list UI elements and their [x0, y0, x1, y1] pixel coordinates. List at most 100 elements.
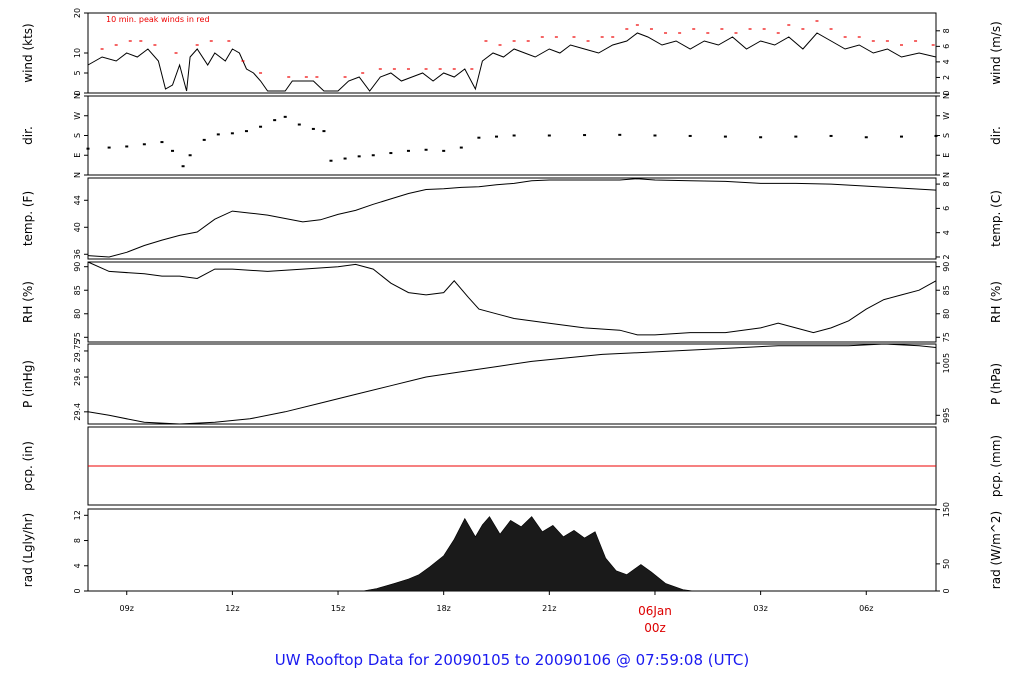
tick-label-left-radiation: 8	[73, 538, 82, 543]
ylabel-left-precip: pcp. (in)	[21, 441, 35, 491]
tick-label-right-temp: 6	[942, 206, 951, 211]
tick-label-right-wind: 8	[942, 28, 951, 33]
series-line-temperature	[87, 178, 937, 258]
tick-label-right-wind: 4	[942, 59, 951, 64]
data-point-direction	[181, 165, 185, 168]
data-point-direction	[899, 135, 903, 138]
ylabel-left-radiation: rad (Lgly/hr)	[21, 513, 35, 587]
data-point-direction	[424, 148, 428, 151]
tick-label-right-rh: 90	[942, 262, 951, 272]
x-tick-label-date: 06Jan	[638, 604, 672, 618]
tick-label-right-rh: 75	[942, 332, 951, 342]
ylabel-right-radiation: rad (W/m^2)	[989, 511, 1003, 589]
tick-label-left-pressure: 29.4	[73, 403, 82, 421]
tick-label-left-wind: 20	[73, 8, 82, 18]
data-point-direction	[653, 134, 657, 137]
data-point-direction	[273, 119, 277, 122]
tick-label-left-temp: 40	[73, 222, 82, 232]
x-tick-label: 12z	[225, 604, 239, 613]
tick-label-left-rh: 80	[73, 309, 82, 319]
tick-label-left-dir: W	[73, 112, 82, 120]
data-point-direction	[244, 130, 248, 133]
tick-label-left-pressure: 29.75	[73, 340, 82, 363]
data-point-direction	[688, 134, 692, 137]
data-point-direction	[107, 146, 111, 149]
panel-frame-pressure	[87, 343, 937, 425]
x-tick-label: 15z	[331, 604, 345, 613]
ylabel-right-dir: dir.	[989, 126, 1003, 145]
ylabel-left-temp: temp. (F)	[21, 191, 35, 246]
data-point-direction	[759, 136, 763, 139]
tick-label-right-wind: 0	[942, 90, 951, 95]
data-point-direction	[547, 134, 551, 137]
data-point-direction	[202, 138, 206, 141]
data-point-direction	[357, 155, 361, 158]
tick-label-left-rh: 85	[73, 285, 82, 295]
panel-frame-dir	[87, 95, 937, 176]
tick-label-left-radiation: 4	[73, 563, 82, 568]
page-title: UW Rooftop Data for 20090105 to 20090106…	[274, 651, 750, 669]
series-line-pressure	[87, 343, 937, 425]
ylabel-left-pressure: P (inHg)	[21, 360, 35, 408]
data-point-direction	[723, 135, 727, 138]
tick-label-right-radiation: 50	[942, 559, 951, 569]
data-point-direction	[442, 149, 446, 152]
series-area-solar-radiation	[88, 516, 936, 592]
panel-frame-temp	[87, 177, 937, 260]
data-point-direction	[311, 127, 315, 130]
tick-label-left-dir: N	[73, 172, 82, 178]
x-tick-label: 03z	[753, 604, 767, 613]
tick-label-right-dir: S	[942, 133, 951, 138]
data-point-direction	[86, 147, 90, 150]
ylabel-right-rh: RH (%)	[989, 281, 1003, 323]
data-point-direction	[583, 134, 587, 137]
ylabel-right-pressure: P (hPa)	[989, 363, 1003, 405]
data-point-direction	[230, 132, 234, 135]
data-point-direction	[343, 157, 347, 160]
data-point-direction	[794, 135, 798, 138]
tick-label-right-rh: 80	[942, 309, 951, 319]
data-point-direction	[495, 135, 499, 138]
tick-label-right-dir: E	[942, 153, 951, 158]
tick-label-right-dir: N	[942, 93, 951, 99]
data-point-direction	[283, 115, 287, 118]
data-point-direction	[371, 154, 375, 157]
tick-label-right-rh: 85	[942, 285, 951, 295]
data-point-direction	[477, 136, 481, 139]
tick-label-left-dir: S	[73, 133, 82, 138]
x-tick-label: 06z	[859, 604, 873, 613]
series-line-humidity	[87, 261, 937, 336]
ylabel-right-temp: temp. (C)	[989, 190, 1003, 247]
ylabel-right-precip: pcp. (mm)	[989, 435, 1003, 497]
data-point-direction	[259, 125, 263, 128]
tick-label-right-pressure: 995	[942, 408, 951, 423]
data-point-direction	[512, 134, 516, 137]
data-point-direction	[329, 159, 333, 162]
x-tick-label: 21z	[542, 604, 556, 613]
tick-label-right-temp: 4	[942, 230, 951, 235]
tick-label-right-temp: 8	[942, 182, 951, 187]
tick-label-right-wind: 2	[942, 75, 951, 80]
x-tick-label: 09z	[120, 604, 134, 613]
x-tick-label: 18z	[436, 604, 450, 613]
data-point-direction	[389, 152, 393, 155]
data-point-direction	[297, 123, 301, 126]
data-point-direction	[216, 133, 220, 136]
ylabel-left-wind: wind (kts)	[21, 23, 35, 82]
data-point-direction	[618, 133, 622, 136]
tick-label-right-radiation: 0	[942, 588, 951, 593]
data-point-direction	[934, 134, 938, 137]
tick-label-right-temp: 2	[942, 254, 951, 259]
tick-label-right-wind: 6	[942, 44, 951, 49]
data-point-direction	[829, 134, 833, 137]
panel-frame-rh	[87, 261, 937, 343]
tick-label-left-radiation: 0	[73, 588, 82, 593]
tick-label-right-pressure: 1005	[942, 353, 951, 373]
tick-label-left-rh: 90	[73, 262, 82, 272]
tick-label-left-wind: 10	[73, 48, 82, 58]
data-point-direction	[160, 141, 164, 144]
tick-label-left-temp: 36	[73, 249, 82, 259]
data-point-direction	[406, 149, 410, 152]
tick-label-left-wind: 0	[73, 90, 82, 95]
